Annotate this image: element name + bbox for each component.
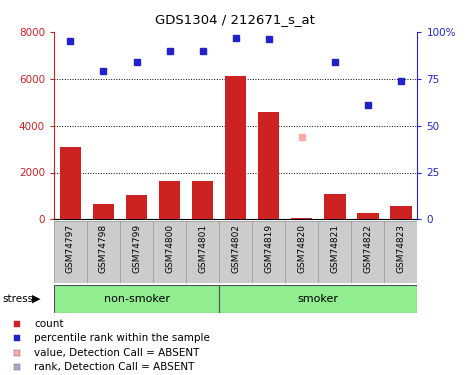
Text: GSM74797: GSM74797 — [66, 224, 75, 273]
Bar — [390, 206, 412, 219]
Bar — [219, 285, 417, 313]
Text: GSM74801: GSM74801 — [198, 224, 207, 273]
Bar — [192, 181, 213, 219]
Bar — [258, 112, 280, 219]
Text: percentile rank within the sample: percentile rank within the sample — [34, 333, 210, 344]
Text: stress: stress — [2, 294, 33, 304]
Text: GDS1304 / 212671_s_at: GDS1304 / 212671_s_at — [155, 13, 314, 26]
Bar — [324, 194, 346, 219]
Bar — [159, 181, 180, 219]
Bar — [252, 221, 285, 283]
Text: GSM74821: GSM74821 — [330, 224, 339, 273]
Text: GSM74800: GSM74800 — [165, 224, 174, 273]
Bar — [285, 221, 318, 283]
Text: value, Detection Call = ABSENT: value, Detection Call = ABSENT — [34, 348, 199, 358]
Text: GSM74819: GSM74819 — [264, 224, 273, 273]
Text: rank, Detection Call = ABSENT: rank, Detection Call = ABSENT — [34, 363, 195, 372]
Text: GSM74822: GSM74822 — [363, 224, 372, 273]
Bar — [87, 221, 120, 283]
Text: GSM74823: GSM74823 — [396, 224, 405, 273]
Text: GSM74798: GSM74798 — [99, 224, 108, 273]
Bar — [93, 204, 114, 219]
Bar — [54, 285, 219, 313]
Bar — [357, 213, 378, 219]
Text: non-smoker: non-smoker — [104, 294, 169, 304]
Bar — [126, 195, 147, 219]
Bar — [318, 221, 351, 283]
Text: GSM74799: GSM74799 — [132, 224, 141, 273]
Text: ▶: ▶ — [32, 294, 40, 304]
Bar — [54, 221, 87, 283]
Bar — [153, 221, 186, 283]
Bar — [219, 221, 252, 283]
Bar — [120, 221, 153, 283]
Text: count: count — [34, 319, 64, 329]
Text: GSM74802: GSM74802 — [231, 224, 240, 273]
Text: GSM74820: GSM74820 — [297, 224, 306, 273]
Bar — [186, 221, 219, 283]
Bar — [225, 76, 246, 219]
Text: smoker: smoker — [298, 294, 339, 304]
Bar — [351, 221, 385, 283]
Bar — [385, 221, 417, 283]
Bar — [291, 217, 312, 219]
Bar — [60, 147, 81, 219]
